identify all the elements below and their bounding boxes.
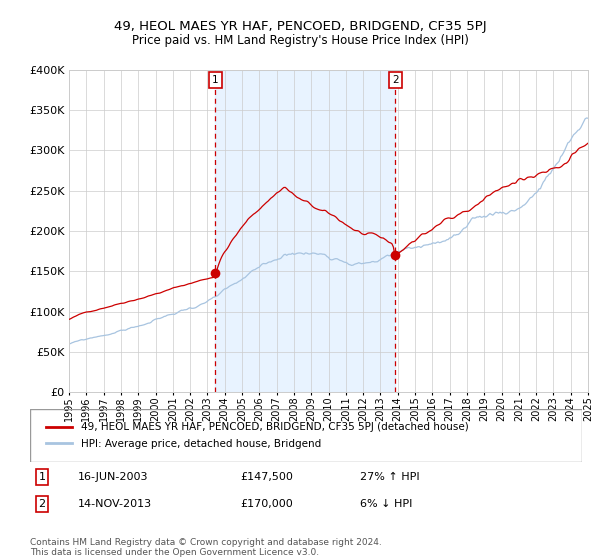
- Text: 16-JUN-2003: 16-JUN-2003: [78, 472, 149, 482]
- Text: 2: 2: [38, 499, 46, 509]
- Text: 27% ↑ HPI: 27% ↑ HPI: [360, 472, 419, 482]
- Text: Price paid vs. HM Land Registry's House Price Index (HPI): Price paid vs. HM Land Registry's House …: [131, 34, 469, 46]
- Text: 1: 1: [212, 75, 218, 85]
- Bar: [215, 70, 395, 392]
- Text: 49, HEOL MAES YR HAF, PENCOED, BRIDGEND, CF35 5PJ: 49, HEOL MAES YR HAF, PENCOED, BRIDGEND,…: [113, 20, 487, 32]
- Text: 6% ↓ HPI: 6% ↓ HPI: [360, 499, 412, 509]
- Text: Contains HM Land Registry data © Crown copyright and database right 2024.
This d: Contains HM Land Registry data © Crown c…: [30, 538, 382, 557]
- Text: 14-NOV-2013: 14-NOV-2013: [78, 499, 152, 509]
- Text: 2: 2: [392, 75, 399, 85]
- Text: £147,500: £147,500: [240, 472, 293, 482]
- Text: £170,000: £170,000: [240, 499, 293, 509]
- Legend: 49, HEOL MAES YR HAF, PENCOED, BRIDGEND, CF35 5PJ (detached house), HPI: Average: 49, HEOL MAES YR HAF, PENCOED, BRIDGEND,…: [46, 422, 469, 449]
- Text: 1: 1: [38, 472, 46, 482]
